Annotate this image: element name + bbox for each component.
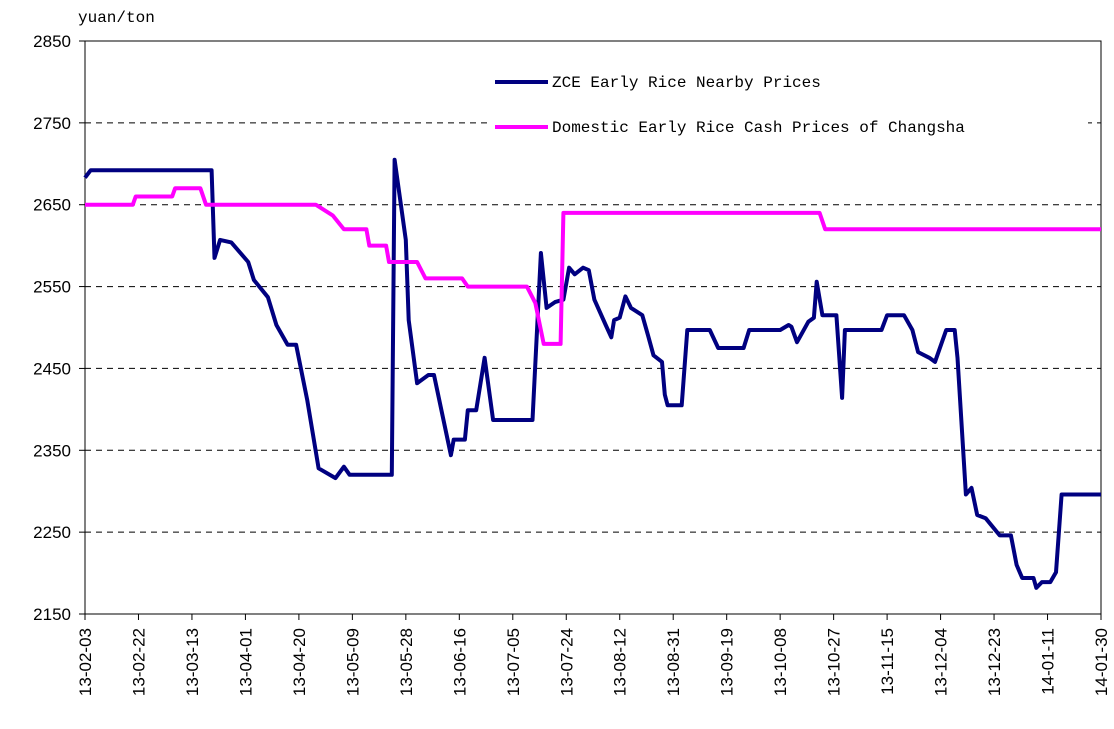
legend-label: Domestic Early Rice Cash Prices of Chang… — [552, 119, 965, 137]
x-tick-label: 14-01-30 — [1092, 628, 1111, 696]
y-axis-label: yuan/ton — [78, 9, 155, 27]
legend-bg — [488, 107, 1088, 147]
x-tick-label: 14-01-11 — [1039, 628, 1058, 695]
data-line — [85, 186, 1101, 346]
y-tick-label: 2250 — [33, 523, 71, 542]
x-tick-label: 13-12-04 — [932, 628, 951, 696]
x-tick-label: 13-07-24 — [557, 628, 576, 696]
legend-label: ZCE Early Rice Nearby Prices — [552, 74, 821, 92]
y-tick-label: 2450 — [33, 359, 71, 378]
x-tick-label: 13-02-22 — [129, 628, 148, 696]
y-tick-label: 2650 — [33, 196, 71, 215]
x-tick-label: 13-05-09 — [343, 628, 362, 696]
x-tick-label: 13-03-13 — [183, 628, 202, 696]
x-tick-label: 13-06-16 — [450, 628, 469, 696]
plot-frame — [84, 40, 1102, 615]
y-tick-label: 2850 — [33, 32, 71, 51]
x-tick-label: 13-05-28 — [397, 628, 416, 696]
x-tick-label: 13-08-12 — [611, 628, 630, 696]
x-tick-label: 13-10-27 — [825, 628, 844, 696]
x-tick-label: 13-12-23 — [985, 628, 1004, 696]
x-tick-label: 13-04-20 — [290, 628, 309, 696]
x-tick-label: 13-08-31 — [664, 628, 683, 696]
x-tick-label: 13-09-19 — [718, 628, 737, 696]
y-tick-label: 2350 — [33, 441, 71, 460]
y-tick-label: 2550 — [33, 278, 71, 297]
y-tick-label: 2150 — [33, 605, 71, 624]
x-tick-label: 13-11-15 — [878, 628, 897, 695]
x-tick-label: 13-10-08 — [771, 628, 790, 696]
x-tick-label: 13-02-03 — [76, 628, 95, 696]
x-tick-label: 13-07-05 — [504, 628, 523, 696]
legend-bg — [488, 62, 1088, 102]
y-tick-label: 2750 — [33, 114, 71, 133]
data-line — [83, 157, 1101, 590]
x-tick-label: 13-04-01 — [236, 628, 255, 696]
